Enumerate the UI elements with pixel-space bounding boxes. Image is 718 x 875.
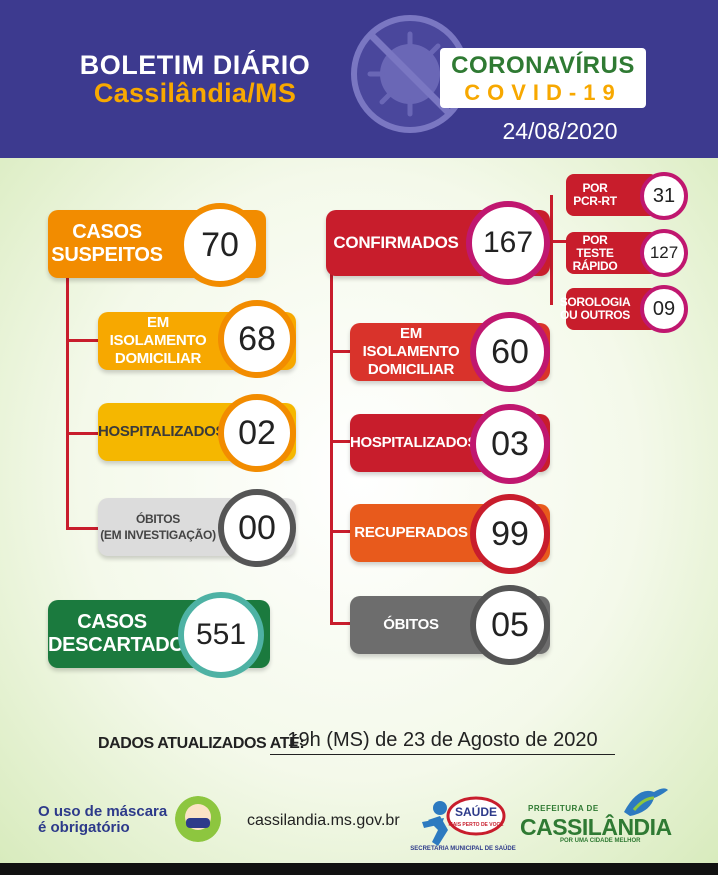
saude-caption: SECRETARIA MUNICIPAL DE SAÚDE (410, 846, 516, 852)
confirmados-hospitalizados-value: 03 (470, 404, 550, 484)
confirmados-hospitalizados-label: HOSPITALIZADOS (350, 434, 478, 451)
confirmados-connector-2 (330, 440, 352, 443)
mask-notice-line2: é obrigatório (38, 819, 130, 836)
saude-logo-text: SAÚDE (455, 804, 497, 819)
suspeitos-isolamento-value: 68 (218, 300, 296, 378)
bird-logo-icon (624, 788, 668, 816)
mask-notice-line1: O uso de máscara (38, 803, 168, 820)
confirmados-connector-3 (330, 530, 352, 533)
suspeitos-obitos-value: 00 (218, 489, 296, 567)
recuperados-value: 99 (470, 494, 550, 574)
recuperados-label: RECUPERADOS (354, 524, 468, 541)
prefeitura-slogan: POR UMA CIDADE MELHOR (560, 838, 641, 844)
updated-value: 19h (MS) de 23 de Agosto de 2020 (270, 729, 615, 755)
casos-suspeitos-label: CASOS SUSPEITOS (51, 221, 163, 266)
breakdown-connector-vertical (550, 195, 553, 305)
face-mask-icon (175, 796, 221, 842)
teste-rapido-value: 127 (640, 229, 688, 277)
mask-notice: O uso de máscara é obrigatório (38, 804, 167, 836)
bottom-bar (0, 863, 718, 875)
confirmados-isolamento-label: EM ISOLAMENTO DOMICILIAR (362, 325, 460, 378)
suspeitos-hospitalizados-value: 02 (218, 394, 296, 472)
website-link[interactable]: cassilandia.ms.gov.br (247, 812, 400, 829)
prefeitura-label: PREFEITURA DE (528, 804, 599, 813)
casos-descartados-label: CASOS DESCARTADOS (48, 611, 198, 656)
suspeitos-connector-2 (66, 432, 100, 435)
suspeitos-isolamento-label: EM ISOLAMENTO DOMICILIAR (109, 314, 207, 367)
sorologia-value: 09 (640, 285, 688, 333)
header-banner: BOLETIM DIÁRIO Cassilândia/MS CORONAVÍRU… (0, 0, 718, 158)
bulletin-title: BOLETIM DIÁRIO (79, 50, 311, 80)
confirmados-label: CONFIRMADOS (333, 233, 459, 252)
pcr-rt-value: 31 (640, 172, 688, 220)
bulletin-date: 24/08/2020 (502, 118, 618, 144)
confirmados-value: 167 (466, 201, 550, 285)
suspeitos-obitos-label: ÓBITOS (EM INVESTIGAÇÃO) (100, 512, 216, 542)
confirmados-isolamento-value: 60 (470, 312, 550, 392)
suspeitos-hospitalizados-label: HOSPITALIZADOS (98, 423, 226, 440)
covid-badge-bottom: COVID-19 (464, 80, 622, 105)
virus-prohibited-icon (351, 15, 469, 133)
updated-label: DADOS ATUALIZADOS ATÉ: (98, 735, 305, 752)
confirmados-connector-4 (330, 622, 352, 625)
breakdown-connector-h (548, 240, 566, 243)
prefeitura-name: CASSILÂNDIA (520, 814, 672, 840)
confirmados-connector-vertical (330, 270, 333, 625)
suspeitos-connector-3 (66, 527, 100, 530)
teste-rapido-label: POR TESTE RÁPIDO (566, 232, 658, 274)
saude-logo: SAÚDE MAIS PERTO DE VOCÊ (422, 796, 506, 846)
suspeitos-connector-1 (66, 339, 100, 342)
casos-descartados-value: 551 (178, 592, 264, 678)
confirmados-obitos-value: 05 (470, 585, 550, 665)
confirmados-connector-1 (330, 350, 352, 353)
covid-badge: CORONAVÍRUS COVID-19 (440, 48, 646, 108)
bulletin-city: Cassilândia/MS (93, 78, 297, 108)
casos-suspeitos-value: 70 (178, 203, 262, 287)
covid-badge-top: CORONAVÍRUS (451, 52, 635, 79)
suspeitos-connector-vertical (66, 270, 69, 530)
confirmados-obitos-label: ÓBITOS (383, 616, 439, 633)
saude-logo-sub: MAIS PERTO DE VOCÊ (449, 820, 505, 828)
